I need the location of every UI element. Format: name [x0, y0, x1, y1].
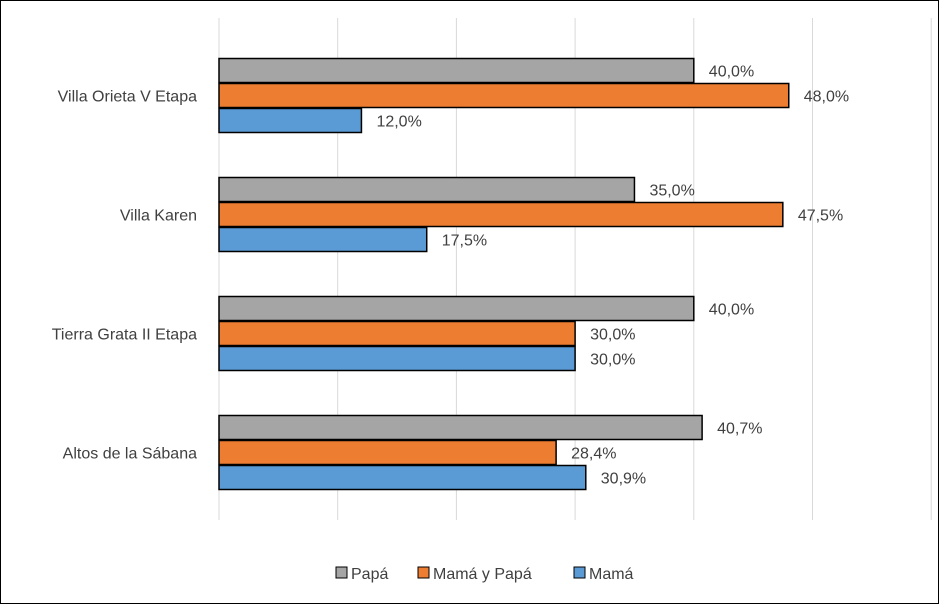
- data-label: 30,9%: [601, 471, 646, 488]
- legend-label: Mamá: [589, 566, 634, 583]
- data-label: 17,5%: [442, 233, 487, 250]
- data-label: 28,4%: [571, 446, 616, 463]
- bar: [218, 82, 790, 109]
- category-labels: Villa Orieta V Etapa Villa Karen Tierra Gr…: [52, 89, 197, 463]
- bar: [218, 320, 576, 347]
- bars: [218, 57, 790, 491]
- bar: [218, 107, 363, 134]
- bar: [218, 439, 557, 466]
- bar: [218, 414, 703, 441]
- legend: Papá Mamá y Papá Mamá: [335, 566, 634, 583]
- data-label: 40,0%: [709, 302, 754, 319]
- bar: [218, 295, 695, 322]
- category-label: Tierra Grata II Etapa: [52, 327, 197, 344]
- bar: [218, 464, 587, 491]
- bar: [218, 176, 636, 203]
- bar: [218, 57, 695, 84]
- legend-swatch: [335, 566, 348, 579]
- bar: [218, 201, 784, 228]
- data-label: 12,0%: [376, 114, 421, 131]
- data-label: 35,0%: [649, 183, 694, 200]
- legend-label: Papá: [351, 566, 388, 583]
- data-labels: 40,0% 48,0% 12,0% 35,0% 47,5% 17,5% 40,0% 30,0%…: [376, 64, 849, 488]
- category-label: Villa Karen: [120, 208, 197, 225]
- data-label: 30,0%: [590, 327, 635, 344]
- bar: [218, 226, 428, 253]
- data-label: 40,0%: [709, 64, 754, 81]
- category-label: Villa Orieta V Etapa: [58, 89, 197, 106]
- data-label: 40,7%: [717, 421, 762, 438]
- legend-swatch: [417, 566, 430, 579]
- legend-label: Mamá y Papá: [433, 566, 532, 583]
- data-label: 48,0%: [804, 89, 849, 106]
- legend-swatch: [573, 566, 586, 579]
- bar: [218, 345, 576, 372]
- data-label: 30,0%: [590, 352, 635, 369]
- data-label: 47,5%: [798, 208, 843, 225]
- category-label: Altos de la Sábana: [63, 446, 197, 463]
